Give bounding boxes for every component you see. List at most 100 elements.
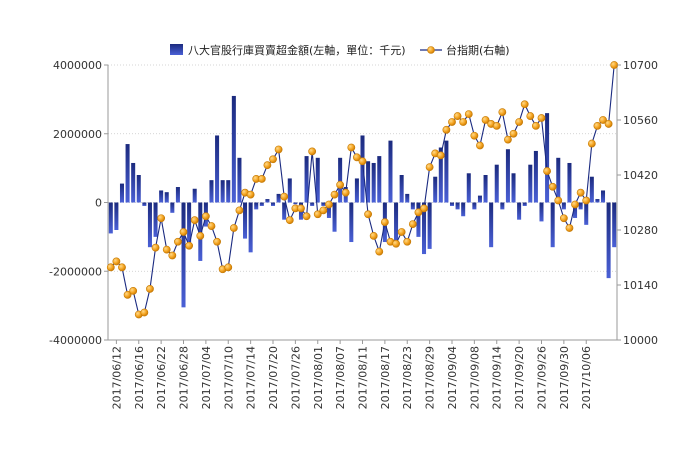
bar — [427, 202, 432, 249]
data-point — [285, 216, 294, 225]
x-tick-label: 2017/08/07 — [334, 346, 347, 409]
bar — [466, 173, 471, 203]
bar — [545, 113, 550, 203]
bar — [131, 162, 136, 203]
x-tick-label: 2017/06/22 — [155, 346, 168, 409]
bar — [438, 147, 443, 203]
bar — [511, 173, 516, 203]
x-tick-label: 2017/07/10 — [222, 346, 235, 409]
data-point — [375, 247, 384, 256]
data-point — [146, 285, 154, 293]
data-point — [196, 231, 205, 240]
data-point — [554, 196, 563, 205]
bar — [371, 162, 376, 203]
data-point — [347, 143, 356, 152]
data-point — [157, 214, 166, 223]
data-point — [599, 116, 607, 124]
bar — [114, 202, 119, 230]
data-point — [492, 121, 501, 130]
data-point — [515, 118, 524, 126]
bar — [175, 187, 180, 203]
data-point — [453, 112, 462, 120]
bar — [276, 193, 281, 203]
bar — [528, 164, 533, 203]
bar — [254, 202, 259, 210]
legend: 八大官股行庫買賣超金額(左軸，單位：千元) 台指期(右軸) — [170, 43, 510, 57]
data-point — [224, 263, 233, 272]
bar — [164, 192, 169, 203]
data-point — [425, 163, 434, 172]
x-tick-label: 2017/08/11 — [357, 346, 370, 409]
data-point — [442, 125, 451, 134]
bar — [181, 202, 186, 308]
data-point — [436, 151, 445, 160]
bar — [505, 149, 510, 203]
bar — [561, 202, 566, 210]
bar — [472, 202, 477, 210]
data-point — [319, 206, 328, 215]
bar — [477, 195, 482, 203]
data-point — [559, 214, 568, 223]
bar — [153, 202, 158, 237]
x-tick-label: 2017/07/04 — [200, 346, 213, 409]
data-point — [313, 210, 322, 219]
bar — [612, 202, 617, 248]
bar — [326, 202, 331, 218]
bar — [377, 156, 382, 203]
bar-series — [108, 95, 617, 308]
data-point — [364, 210, 372, 219]
data-point — [179, 228, 188, 236]
bar — [270, 202, 276, 206]
x-tick-label: 2017/06/12 — [110, 346, 123, 409]
x-tick-label: 2017/09/08 — [468, 346, 481, 409]
data-point — [168, 251, 177, 260]
bar — [606, 202, 611, 279]
right-tick-label: 10700 — [623, 59, 658, 72]
bar — [187, 202, 192, 246]
x-tick-label: 2017/09/30 — [558, 346, 571, 409]
x-tick-label: 2017/09/14 — [491, 346, 504, 409]
bar — [310, 202, 315, 206]
data-point — [369, 231, 378, 240]
bar — [578, 202, 583, 210]
bar — [522, 202, 527, 206]
data-point — [151, 243, 160, 252]
data-point — [459, 118, 468, 126]
bar — [360, 135, 365, 203]
bar — [533, 150, 538, 203]
data-point — [509, 129, 518, 138]
bar — [237, 157, 242, 203]
bar — [567, 162, 572, 203]
bar — [231, 95, 236, 203]
data-point — [392, 239, 400, 248]
left-tick-label: 4000000 — [53, 59, 102, 72]
line-series — [106, 61, 619, 319]
bar — [595, 199, 600, 203]
data-point — [213, 237, 221, 246]
data-point — [548, 182, 557, 191]
bar — [455, 202, 460, 210]
bar — [315, 157, 320, 203]
bar — [119, 183, 124, 203]
bar — [388, 140, 393, 203]
data-point — [504, 135, 512, 144]
data-point — [353, 153, 361, 162]
bar — [136, 175, 141, 203]
data-point — [526, 112, 535, 120]
bar — [405, 193, 410, 203]
data-point — [106, 263, 115, 272]
left-tick-label: 0 — [95, 197, 102, 210]
data-point — [448, 118, 456, 126]
data-point — [476, 141, 484, 150]
right-tick-label: 10420 — [623, 169, 658, 182]
bar — [366, 161, 371, 203]
data-point — [263, 161, 272, 170]
legend-label-bar: 八大官股行庫買賣超金額(左軸，單位：千元) — [188, 43, 406, 57]
x-tick-label: 2017/07/26 — [289, 346, 302, 409]
bar — [433, 176, 438, 203]
x-tick-label: 2017/08/29 — [424, 346, 437, 409]
data-point — [201, 212, 210, 221]
bar — [248, 202, 253, 253]
data-point — [297, 204, 305, 213]
